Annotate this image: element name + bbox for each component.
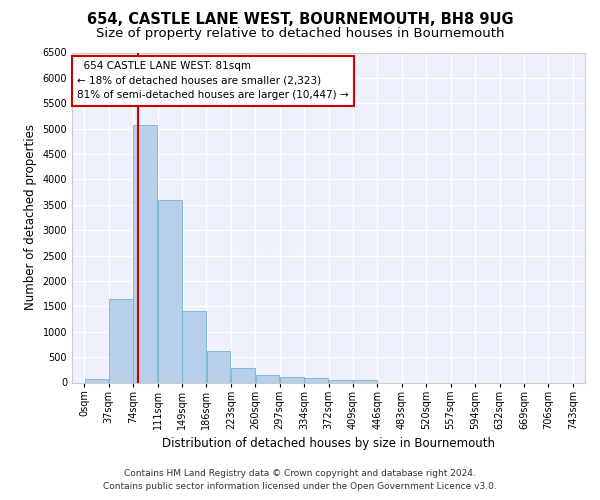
Bar <box>256 376 279 382</box>
Bar <box>133 125 157 382</box>
Bar <box>85 378 108 382</box>
Text: Size of property relative to detached houses in Bournemouth: Size of property relative to detached ho… <box>96 28 504 40</box>
Bar <box>231 368 255 382</box>
X-axis label: Distribution of detached houses by size in Bournemouth: Distribution of detached houses by size … <box>162 438 495 450</box>
Text: Contains HM Land Registry data © Crown copyright and database right 2024.
Contai: Contains HM Land Registry data © Crown c… <box>103 470 497 491</box>
Bar <box>353 380 377 382</box>
Bar <box>182 312 206 382</box>
Bar <box>280 377 304 382</box>
Y-axis label: Number of detached properties: Number of detached properties <box>24 124 37 310</box>
Bar <box>109 298 133 382</box>
Bar <box>304 378 328 382</box>
Text: 654, CASTLE LANE WEST, BOURNEMOUTH, BH8 9UG: 654, CASTLE LANE WEST, BOURNEMOUTH, BH8 … <box>86 12 514 28</box>
Bar <box>158 200 182 382</box>
Bar <box>329 380 353 382</box>
Text: 654 CASTLE LANE WEST: 81sqm
← 18% of detached houses are smaller (2,323)
81% of : 654 CASTLE LANE WEST: 81sqm ← 18% of det… <box>77 60 349 100</box>
Bar <box>207 351 230 382</box>
